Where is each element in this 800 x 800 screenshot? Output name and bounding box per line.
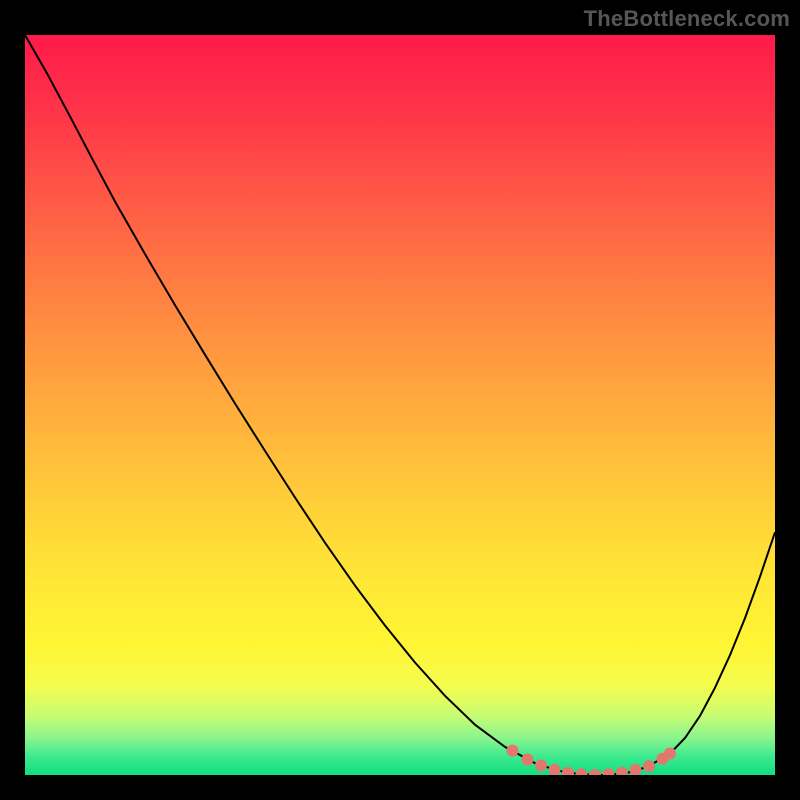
marker-dot	[507, 745, 519, 757]
marker-dot	[535, 759, 547, 771]
chart-container	[25, 35, 775, 775]
chart-svg	[25, 35, 775, 775]
marker-dot	[522, 753, 534, 765]
marker-dot	[664, 748, 676, 760]
chart-background	[25, 35, 775, 775]
watermark-text: TheBottleneck.com	[584, 6, 790, 32]
marker-dot	[643, 760, 655, 772]
